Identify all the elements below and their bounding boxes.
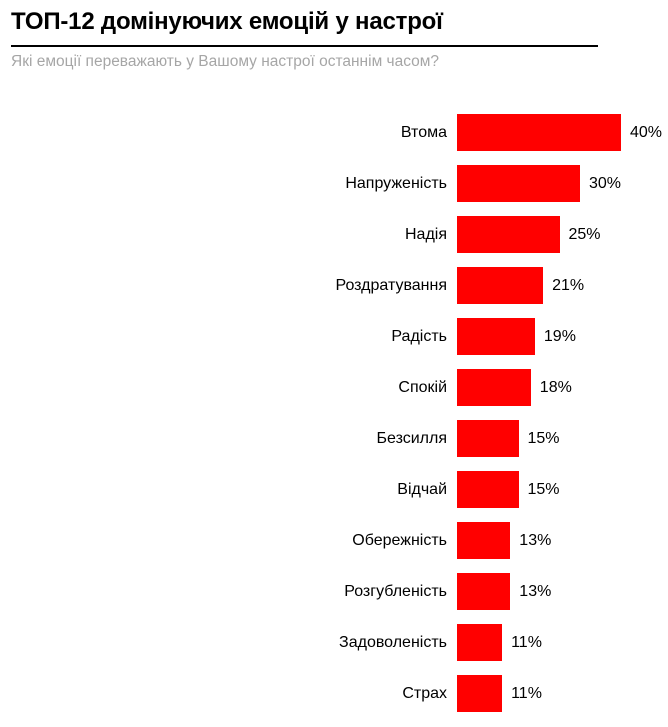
bar [457, 420, 519, 457]
category-label: Розгубленість [344, 582, 447, 600]
value-label: 13% [519, 531, 552, 549]
bar [457, 369, 531, 406]
chart-row: Розгубленість 13% [0, 566, 668, 617]
category-label: Відчай [397, 480, 447, 498]
value-label: 21% [552, 276, 585, 294]
value-label: 11% [511, 633, 542, 651]
chart-row: Радість 19% [0, 311, 668, 362]
bar [457, 675, 503, 712]
chart-row: Відчай 15% [0, 464, 668, 515]
chart-row: Втома 40% [0, 107, 668, 158]
bar [457, 216, 560, 253]
category-label: Страх [402, 684, 447, 702]
category-label: Напруженість [345, 174, 447, 192]
chart-row: Обережність 13% [0, 515, 668, 566]
category-label: Радість [391, 327, 447, 345]
category-label: Обережність [352, 531, 447, 549]
bar [457, 624, 503, 661]
chart-row: Страх 11% [0, 668, 668, 719]
page-title: ТОП-12 домінуючих емоцій у настрої [11, 8, 598, 47]
value-label: 25% [568, 225, 601, 243]
category-label: Втома [400, 123, 447, 141]
category-label: Спокій [398, 378, 447, 396]
chart-header: ТОП-12 домінуючих емоцій у настрої Які е… [0, 0, 668, 71]
bar [457, 165, 580, 202]
chart-row: Надія 25% [0, 209, 668, 260]
chart-row: Роздратування 21% [0, 260, 668, 311]
category-label: Задоволеність [339, 633, 447, 651]
value-label: 19% [543, 327, 576, 345]
category-label: Безсилля [376, 429, 447, 447]
bar [457, 573, 511, 610]
bar [457, 114, 621, 151]
chart-row: Напруженість 30% [0, 158, 668, 209]
bar [457, 471, 519, 508]
bar-chart: Втома 40% Напруженість 30% Надія 25% Роз… [0, 107, 668, 719]
bar [457, 522, 511, 559]
value-label: 18% [539, 378, 572, 396]
value-label: 15% [527, 429, 560, 447]
value-label: 15% [527, 480, 560, 498]
value-label: 30% [589, 174, 622, 192]
chart-row: Задоволеність 11% [0, 617, 668, 668]
category-label: Роздратування [335, 276, 447, 294]
category-label: Надія [404, 225, 447, 243]
chart-row: Безсилля 15% [0, 413, 668, 464]
bar [457, 318, 535, 355]
value-label: 40% [630, 123, 663, 141]
value-label: 11% [511, 684, 542, 702]
bar [457, 267, 544, 304]
chart-row: Спокій 18% [0, 362, 668, 413]
chart-subtitle: Які емоції переважають у Вашому настрої … [11, 53, 440, 70]
value-label: 13% [519, 582, 552, 600]
